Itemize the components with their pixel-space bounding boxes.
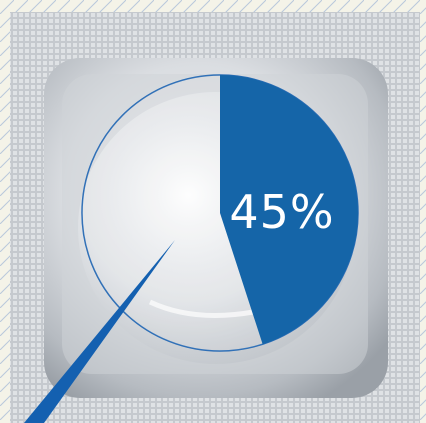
pie-slice-45 xyxy=(220,75,358,345)
needle-pointer-icon xyxy=(24,240,175,423)
data-label-45: 45% xyxy=(229,185,334,239)
pie-slice-55 xyxy=(81,75,263,352)
